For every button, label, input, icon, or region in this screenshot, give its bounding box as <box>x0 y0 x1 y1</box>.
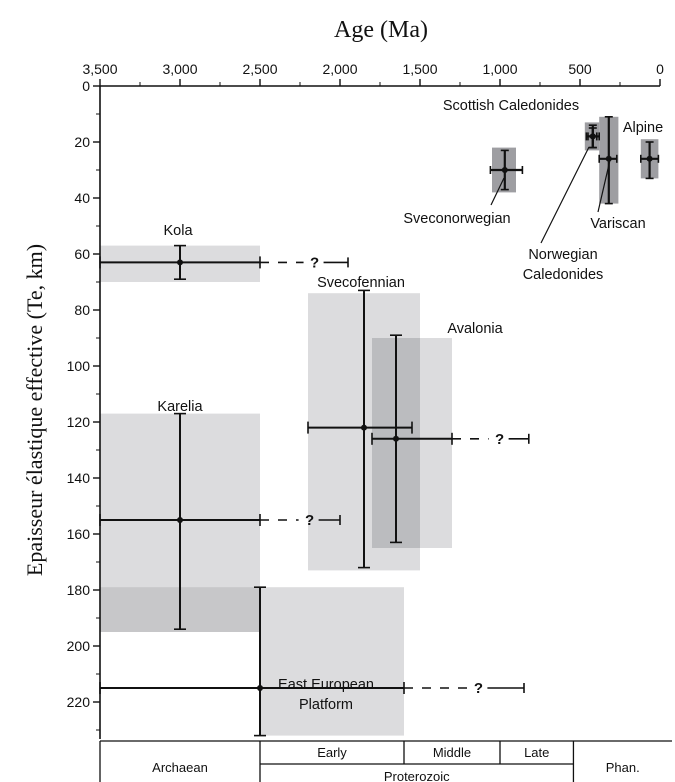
data-point <box>393 435 399 442</box>
axes: 3,500 3,000 2,500 2,000 1,500 1,000 500 0 0 20 40 6… <box>67 61 664 739</box>
alpine-marker <box>639 141 660 180</box>
x-tick-label: 2,000 <box>322 61 357 77</box>
error-bars: ???? <box>99 116 660 737</box>
x-tick-label: 3,500 <box>82 61 117 77</box>
sveconorwegian-label: Sveconorwegian <box>403 211 510 227</box>
data-point <box>177 517 183 523</box>
norwegian-caledonides-label-line: Caledonides <box>523 267 604 283</box>
y-tick-label: 20 <box>74 134 90 150</box>
data-point <box>589 133 596 140</box>
y-tick-label: 180 <box>67 582 91 598</box>
data-point <box>646 155 653 162</box>
alpine-label: Alpine <box>623 120 663 136</box>
shaded-boxes <box>100 116 659 736</box>
east-european-platform-box <box>260 587 404 736</box>
era-label: Late <box>524 745 549 760</box>
data-point <box>605 155 612 162</box>
y-axis-title: Epaisseur élastique effective (Te, km) <box>22 244 47 576</box>
y-tick-label: 80 <box>74 302 90 318</box>
era-label: Proterozoic <box>384 769 450 782</box>
y-tick-label: 60 <box>74 246 90 262</box>
x-tick-label: 2,500 <box>242 61 277 77</box>
east-european-platform-label: East European Platform <box>278 677 374 713</box>
x-tick-label: 3,000 <box>162 61 197 77</box>
x-tick-label: 1,500 <box>402 61 437 77</box>
kola-label: Kola <box>163 223 193 239</box>
karelia-marker: ? <box>99 412 341 631</box>
question-mark: ? <box>305 512 314 529</box>
era-bar: Archaean Early Middle Late Phan. Proterozoic <box>99 740 672 782</box>
svecofennian-marker <box>307 289 413 569</box>
norwegian-caledonides-marker <box>587 124 598 149</box>
data-point <box>501 167 508 173</box>
norwegian-caledonides-label: Norwegian Caledonides <box>523 247 604 283</box>
y-tick-label: 160 <box>67 526 91 542</box>
y-tick-label: 40 <box>74 190 90 206</box>
y-tick-label: 0 <box>82 78 90 94</box>
avalonia-label: Avalonia <box>447 321 503 337</box>
x-tick-label: 500 <box>568 61 592 77</box>
variscan-label: Variscan <box>590 216 645 232</box>
norwegian-caledonides-label-line: Norwegian <box>528 247 597 263</box>
question-mark: ? <box>495 431 504 448</box>
x-axis-title: Age (Ma) <box>334 17 428 43</box>
series-labels: Kola Karelia East European Platform Svecofen… <box>157 98 663 713</box>
x-tick-label: 0 <box>656 61 664 77</box>
svecofennian-label: Svecofennian <box>317 275 405 291</box>
karelia-label: Karelia <box>157 399 203 415</box>
east-european-platform-label-line: Platform <box>299 697 353 713</box>
kola-marker: ? <box>99 244 349 281</box>
variscan-marker <box>598 116 618 205</box>
data-point <box>257 685 263 691</box>
era-label: Middle <box>433 745 471 760</box>
question-mark: ? <box>474 680 483 697</box>
era-label: Archaean <box>152 760 208 775</box>
question-mark: ? <box>310 254 319 271</box>
y-tick-label: 200 <box>67 638 91 654</box>
sveconorwegian-marker <box>489 149 524 191</box>
era-label: Early <box>317 745 347 760</box>
y-tick-label: 120 <box>67 414 91 430</box>
east-european-platform-label-line: East European <box>278 677 374 693</box>
norwegian-caledonides-leader <box>540 146 590 244</box>
y-tick-label: 100 <box>67 358 91 374</box>
sveconorwegian-leader <box>490 177 505 206</box>
y-tick-label: 220 <box>67 694 91 710</box>
avalonia-marker: ? <box>371 334 530 544</box>
data-point <box>177 259 183 266</box>
x-tick-label: 1,000 <box>482 61 517 77</box>
y-tick-label: 140 <box>67 470 91 486</box>
variscan-leader <box>597 159 611 213</box>
era-label: Phan. <box>606 760 640 775</box>
scottish-caledonides-label: Scottish Caledonides <box>443 98 579 114</box>
east-european-platform-marker: ? <box>99 586 525 737</box>
data-point <box>361 424 367 431</box>
